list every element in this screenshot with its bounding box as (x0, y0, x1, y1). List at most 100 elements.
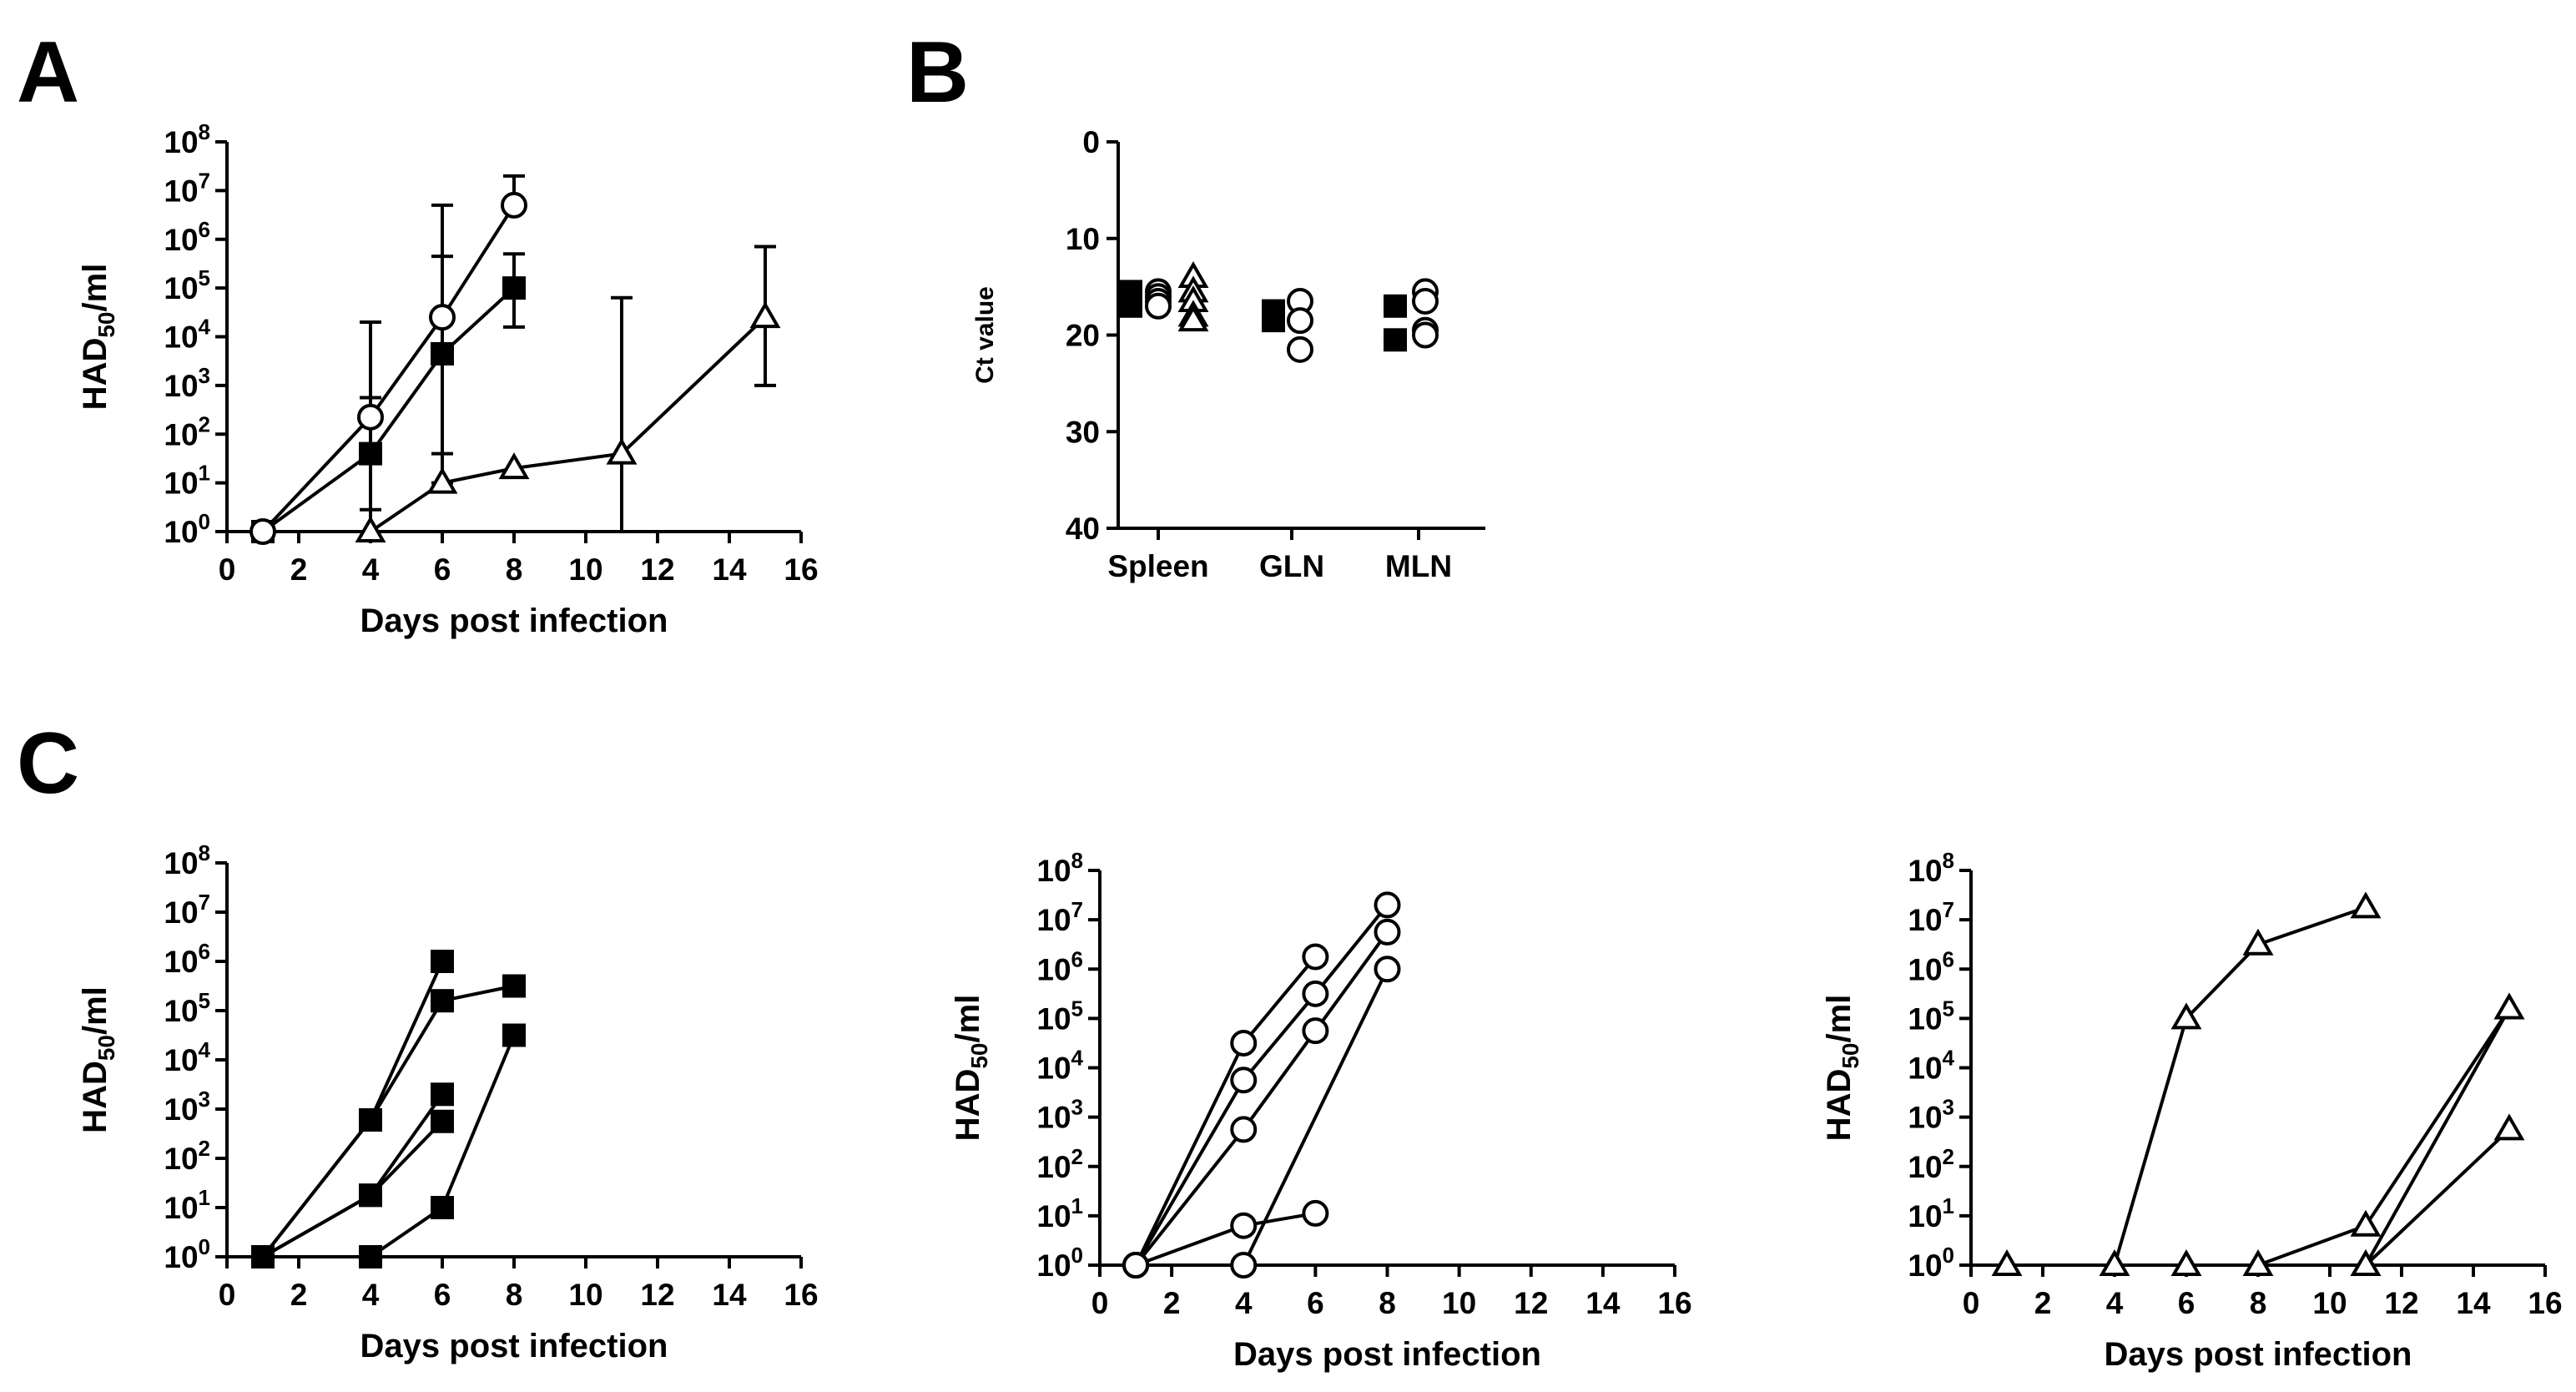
x-tick-label: 8 (2250, 1286, 2267, 1320)
data-point-baseline-1 (1991, 1248, 2023, 1276)
data-point-animal-5 (431, 1196, 454, 1219)
y-tick-label: 107 (1908, 897, 1954, 937)
chart-c-triangles: 0 2 4 6 8 10 12 14 16 100 101 102 103 104 105 106 107 108… (1821, 848, 2563, 1373)
y-tick-label: 30 (1066, 415, 1100, 449)
data-point-animal-1 (2350, 891, 2382, 919)
data-point-filled-square (502, 276, 526, 300)
data-point-animal-3 (2493, 992, 2525, 1020)
x-axis-title: Days post infection (360, 603, 668, 639)
x-tick-label: 10 (568, 1278, 602, 1312)
data-point-open-circle (250, 518, 276, 545)
y-axis-title: HAD50/ml (950, 995, 992, 1142)
y-tick-label: 108 (164, 119, 210, 159)
chart-a: 0 2 4 6 8 10 12 14 16 100 101 102 103 104 105 106 107 108… (77, 119, 819, 639)
y-tick-label: 107 (1036, 897, 1083, 937)
series-line-animal-3 (2364, 1007, 2511, 1266)
y-axis-title: HAD50/ml (1821, 995, 1863, 1142)
data-point-animal-4 (2493, 1113, 2525, 1141)
x-tick-label: 2 (290, 552, 308, 587)
y-tick-label: 101 (1908, 1193, 1954, 1233)
category-label: MLN (1385, 549, 1452, 583)
x-tick-label: 16 (2528, 1286, 2562, 1320)
x-tick-label: 16 (1657, 1286, 1691, 1320)
data-point-open-triangle (426, 467, 458, 494)
y-tick-label: 107 (164, 890, 210, 930)
y-tick-label: 103 (1908, 1095, 1954, 1135)
y-tick-label: 100 (1908, 1243, 1954, 1283)
data-point-animal-5 (1122, 1252, 1150, 1279)
data-point-animal-4 (1302, 1199, 1329, 1227)
x-tick-label: 10 (568, 552, 602, 587)
data-point-open-circle (1412, 287, 1439, 315)
y-tick-label: 100 (164, 1234, 210, 1274)
y-tick-label: 106 (1036, 946, 1083, 986)
x-tick-label: 2 (1163, 1286, 1181, 1320)
data-point-filled-square (1384, 328, 1407, 352)
x-tick-label: 6 (434, 1278, 451, 1312)
series-line-filled-square (261, 286, 516, 533)
series-line-open-circle (261, 204, 516, 533)
series-line-animal-3 (262, 1093, 444, 1258)
x-tick-label: 14 (2456, 1286, 2491, 1320)
y-tick-label: 104 (1908, 1046, 1954, 1086)
y-tick-label: 108 (1036, 848, 1083, 888)
series-line-animal-1 (2113, 905, 2367, 1266)
panel-label-a: A (17, 24, 79, 121)
data-point-animal-3 (1230, 1116, 1258, 1143)
data-point-animal-1 (2099, 1248, 2130, 1276)
data-point-animal-2 (359, 1107, 382, 1132)
data-point-open-triangle (1177, 305, 1209, 332)
x-tick-label: 12 (1514, 1286, 1548, 1320)
y-tick-label: 105 (1036, 996, 1083, 1036)
category-label: Spleen (1107, 549, 1208, 583)
x-tick-label: 4 (2106, 1286, 2124, 1320)
x-tick-label: 6 (2178, 1286, 2195, 1320)
data-point-filled-square (1384, 294, 1407, 318)
y-tick-label: 101 (1036, 1193, 1083, 1233)
data-point-animal-2 (1302, 980, 1329, 1007)
data-point-animal-3 (431, 1082, 454, 1107)
x-tick-label: 6 (434, 552, 451, 587)
x-tick-label: 4 (362, 552, 380, 587)
data-point-animal-5 (1374, 956, 1401, 983)
data-point-animal-5 (251, 1245, 275, 1268)
data-point-animal-2 (1230, 1067, 1258, 1094)
y-axis-title: HAD50/ml (77, 986, 119, 1133)
data-point-animal-5 (359, 1245, 382, 1268)
data-point-animal-2 (2242, 1248, 2274, 1276)
x-tick-label: 8 (506, 1278, 523, 1312)
data-point-filled-square (1262, 309, 1285, 333)
series-line-animal-5 (263, 1034, 516, 1258)
y-tick-label: 104 (164, 315, 210, 355)
x-tick-label: 4 (1235, 1286, 1253, 1320)
y-tick-label: 100 (164, 509, 210, 549)
data-point-open-circle (1145, 292, 1172, 320)
x-tick-label: 12 (640, 1278, 674, 1312)
x-tick-label: 2 (2034, 1286, 2052, 1320)
data-point-animal-4 (359, 1183, 382, 1208)
data-point-animal-2 (502, 974, 526, 998)
y-tick-label: 101 (164, 1185, 210, 1225)
data-point-animal-1 (1230, 1029, 1258, 1057)
y-tick-label: 106 (164, 217, 210, 257)
y-tick-label: 0 (1082, 125, 1100, 159)
y-tick-label: 103 (1036, 1095, 1083, 1135)
y-tick-label: 101 (164, 461, 210, 501)
y-tick-label: 107 (164, 168, 210, 208)
x-tick-label: 10 (1442, 1286, 1476, 1320)
x-tick-label: 6 (1307, 1286, 1324, 1320)
y-tick-label: 103 (164, 363, 210, 403)
x-tick-label: 8 (506, 552, 523, 587)
data-point-open-circle (501, 191, 527, 219)
x-tick-label: 14 (712, 552, 747, 587)
x-tick-label: 14 (1585, 1286, 1621, 1320)
panel-label-c: C (17, 715, 79, 812)
series-line-open-triangle (369, 315, 767, 533)
x-axis-title: Days post infection (360, 1328, 668, 1364)
x-tick-label: 14 (712, 1278, 747, 1312)
data-point-animal-1 (2170, 1002, 2202, 1030)
data-point-open-triangle (498, 452, 530, 480)
series-line-animal-3 (1134, 931, 1389, 1267)
y-tick-label: 20 (1066, 319, 1100, 353)
